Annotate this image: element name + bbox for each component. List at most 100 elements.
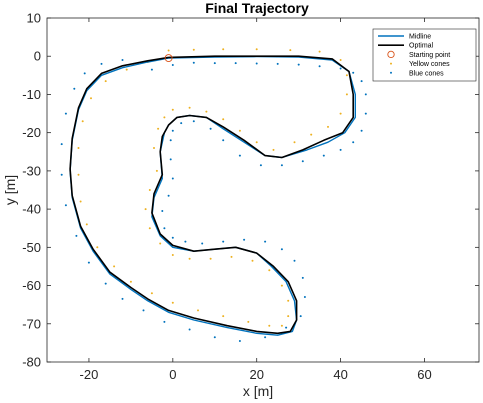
- yellow-cone-point: [171, 108, 174, 111]
- yellow-cone-point: [205, 110, 208, 113]
- yellow-cone-point: [339, 59, 342, 61]
- blue-cone-point: [255, 62, 258, 65]
- yellow-cone-point: [129, 280, 132, 283]
- yellow-cone-point: [163, 116, 166, 119]
- legend: Midline Optimal Starting point Yellow cones…: [372, 28, 477, 82]
- yellow-cone-point: [280, 324, 283, 327]
- y-tick-label: -80: [22, 355, 41, 370]
- series-layer: [60, 48, 367, 342]
- yellow-cone-point: [153, 147, 155, 149]
- blue-cone-point: [171, 64, 174, 66]
- blue-cone-point: [301, 160, 304, 163]
- yellow-cone-point: [287, 299, 290, 302]
- yellow-cone-point: [77, 147, 80, 149]
- blue-cone-point: [171, 236, 174, 239]
- x-tick-label: 0: [169, 367, 176, 382]
- yellow-cone-point: [171, 301, 174, 304]
- blue-cone-point: [180, 122, 183, 125]
- blue-cone-point: [169, 139, 172, 142]
- x-tick-label: 40: [333, 367, 347, 382]
- yellow-cone-point: [222, 118, 225, 121]
- legend-label-optimal: Optimal: [409, 43, 434, 50]
- blue-cone-point: [83, 72, 86, 75]
- yellow-cone-point: [251, 259, 254, 262]
- blue-cone-point: [161, 210, 164, 212]
- y-tick-label: -40: [22, 202, 41, 217]
- legend-label-starting-point: Starting point: [409, 52, 450, 59]
- yellow-cone-point: [327, 125, 329, 128]
- yellow-cone-point: [310, 133, 313, 136]
- yellow-cone-point: [280, 284, 283, 287]
- blue-cone-point: [87, 261, 90, 264]
- legend-label-midline: Midline: [409, 34, 431, 41]
- yellow-cone-point: [209, 257, 212, 260]
- yellow-cone-point: [268, 324, 271, 327]
- legend-swatch-blue-cones: [390, 71, 392, 74]
- y-tick-label: 10: [27, 11, 41, 26]
- yellow-cone-point: [192, 48, 195, 51]
- blue-cone-point: [121, 59, 124, 61]
- blue-cone-point: [297, 63, 300, 66]
- blue-cone-point: [339, 67, 342, 70]
- blue-cone-point: [150, 68, 153, 71]
- yellow-cone-point: [125, 68, 128, 71]
- yellow-cone-point: [272, 148, 275, 151]
- x-tick-label: -20: [80, 367, 99, 382]
- yellow-cone-point: [293, 141, 296, 144]
- blue-cone-point: [60, 143, 63, 146]
- blue-cone-point: [276, 62, 279, 65]
- legend-label-blue-cones: Blue cones: [409, 70, 444, 77]
- yellow-cone-point: [287, 315, 290, 318]
- blue-cone-point: [222, 139, 225, 142]
- yellow-cone-point: [188, 257, 191, 260]
- yellow-cone-point: [197, 309, 199, 312]
- blue-cone-point: [167, 194, 170, 197]
- blue-cone-point: [264, 336, 267, 339]
- legend-label-yellow-cones: Yellow cones: [409, 61, 450, 68]
- blue-cone-point: [184, 240, 187, 243]
- y-tick-label: -10: [22, 87, 41, 102]
- blue-cone-point: [75, 234, 78, 237]
- tick-layer: -20 0 20 40 60 10 0 -10 -20 -30 -40 -50 -60 -70 -80: [22, 11, 479, 382]
- yellow-cone-point: [159, 242, 162, 245]
- yellow-cone-point: [81, 120, 84, 123]
- yellow-cone-point: [171, 254, 174, 256]
- blue-cone-point: [259, 164, 262, 167]
- y-tick-label: -20: [22, 125, 41, 140]
- yellow-cone-point: [150, 292, 153, 295]
- yellow-cone-point: [222, 48, 225, 51]
- blue-cone-point: [169, 158, 172, 161]
- blue-cone-point: [104, 282, 107, 285]
- blue-cone-point: [64, 112, 67, 115]
- blue-cone-point: [171, 129, 174, 132]
- y-tick-label: -60: [22, 278, 41, 293]
- blue-cone-point: [299, 315, 302, 318]
- chart-title: Final Trajectory: [205, 0, 309, 16]
- optimal-line: [69, 55, 355, 335]
- blue-cone-point: [201, 242, 204, 245]
- blue-cone-point: [238, 154, 241, 157]
- blue-cone-point: [360, 129, 363, 132]
- y-tick-label: -70: [22, 316, 41, 331]
- blue-cone-point: [280, 164, 283, 167]
- blue-cone-point: [142, 309, 145, 312]
- blue-cone-point: [364, 93, 367, 96]
- yellow-cone-point: [144, 208, 147, 211]
- x-tick-label: 20: [249, 367, 263, 382]
- blue-cone-point: [213, 336, 216, 339]
- yellow-cone-point: [155, 169, 158, 172]
- blue-cone-point: [163, 227, 166, 230]
- blue-cone-point: [364, 112, 367, 115]
- yellow-cone-point: [148, 189, 151, 191]
- y-tick-label: -30: [22, 163, 41, 178]
- yellow-cone-point: [339, 112, 342, 115]
- blue-cone-point: [192, 61, 195, 64]
- yellow-cone-point: [318, 50, 321, 53]
- starting-point-marker: [164, 54, 173, 63]
- blue-cone-point: [301, 276, 304, 279]
- yellow-cone-point: [238, 129, 241, 132]
- blue-cone-point: [280, 248, 283, 251]
- yellow-cone-point: [85, 223, 88, 226]
- blue-cone-point: [188, 328, 191, 331]
